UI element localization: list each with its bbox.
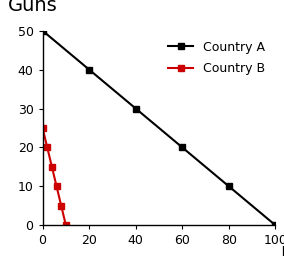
Text: Butter: Butter bbox=[280, 245, 284, 256]
Country A bbox=[134, 107, 137, 110]
Country A bbox=[274, 224, 277, 227]
Legend: Country A, Country B: Country A, Country B bbox=[165, 37, 269, 79]
Country B bbox=[64, 224, 68, 227]
Country B bbox=[55, 185, 58, 188]
Text: Guns: Guns bbox=[8, 0, 57, 15]
Country B bbox=[45, 146, 49, 149]
Country B bbox=[41, 126, 44, 130]
Country A bbox=[41, 29, 44, 32]
Line: Country B: Country B bbox=[40, 125, 69, 228]
Country A bbox=[181, 146, 184, 149]
Country A bbox=[227, 185, 231, 188]
Country A bbox=[87, 68, 91, 71]
Line: Country A: Country A bbox=[40, 28, 278, 228]
Country B bbox=[60, 204, 63, 207]
Country B bbox=[50, 165, 54, 168]
